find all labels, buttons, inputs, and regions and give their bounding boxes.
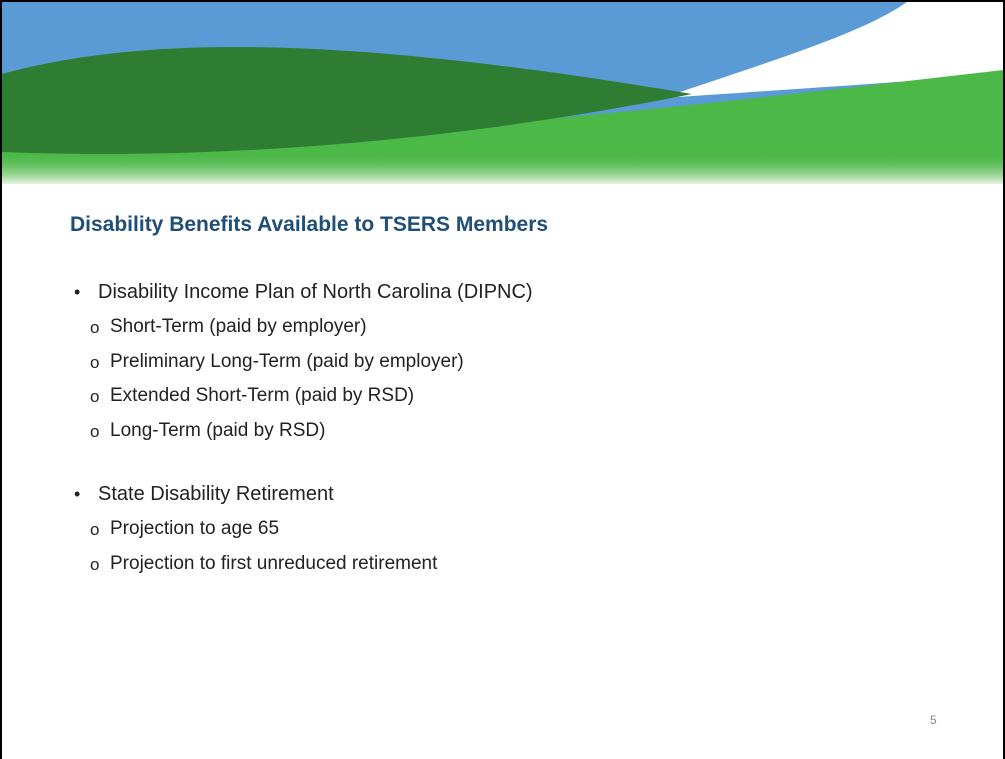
sub-bullet-item: Projection to age 65 (72, 512, 533, 547)
sub-bullet-item: Extended Short-Term (paid by RSD) (72, 379, 533, 414)
sub-bullet-item: Projection to first unreduced retirement (72, 547, 533, 582)
sub-bullet-item: Short-Term (paid by employer) (72, 310, 533, 345)
page: Disability Benefits Available to TSERS M… (0, 0, 1005, 757)
header-waves (2, 2, 1003, 184)
page-number: 5 (930, 713, 937, 727)
bullet-section: Disability Income Plan of North Carolina… (72, 275, 533, 448)
wave-fade (2, 152, 1003, 184)
bullet-item: Disability Income Plan of North Carolina… (72, 275, 533, 310)
slide: Disability Benefits Available to TSERS M… (0, 0, 1005, 759)
sub-bullet-item: Preliminary Long-Term (paid by employer) (72, 345, 533, 380)
bullet-section: State Disability RetirementProjection to… (72, 477, 533, 581)
sub-bullet-item: Long-Term (paid by RSD) (72, 414, 533, 449)
bullet-list: Disability Income Plan of North Carolina… (72, 275, 533, 610)
slide-title: Disability Benefits Available to TSERS M… (70, 213, 548, 237)
bullet-item: State Disability Retirement (72, 477, 533, 512)
